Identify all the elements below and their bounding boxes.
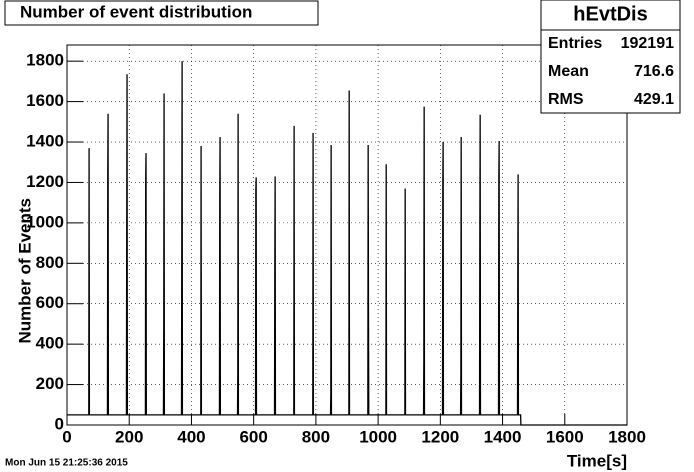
y-tick-label: 600 (36, 293, 64, 312)
stats-value: 429.1 (634, 91, 674, 108)
y-tick-label: 1400 (26, 132, 64, 151)
x-tick-label: 0 (62, 427, 71, 446)
y-tick-label: 1000 (26, 212, 64, 231)
y-tick-label: 200 (36, 374, 64, 393)
x-tick-label: 1600 (546, 427, 584, 446)
y-tick-label: 1600 (26, 91, 64, 110)
x-tick-label: 1400 (484, 427, 522, 446)
plot-frame (66, 44, 628, 426)
x-tick-label: 600 (239, 427, 267, 446)
stats-box (540, 0, 681, 114)
histogram-line (67, 61, 627, 426)
x-tick-label: 800 (302, 427, 330, 446)
x-axis-title: Time[s] (567, 451, 627, 470)
stats-label: RMS (548, 91, 584, 108)
y-tick-label: 1200 (26, 172, 64, 191)
y-tick-label: 400 (36, 334, 64, 353)
y-tick-label: 1800 (26, 51, 64, 70)
x-tick-label: 400 (177, 427, 205, 446)
y-axis-title: Number of Events (15, 198, 34, 343)
x-tick-label: 1200 (421, 427, 459, 446)
y-tick-label: 0 (55, 414, 64, 433)
chart-title: Number of event distribution (20, 2, 252, 21)
footer-date: Mon Jun 15 21:25:36 2015 (5, 458, 128, 469)
title-box (4, 0, 319, 26)
x-tick-label: 1800 (608, 427, 646, 446)
stats-value: 716.6 (634, 63, 674, 80)
x-tick-label: 1000 (359, 427, 397, 446)
x-tick-label: 200 (115, 427, 143, 446)
stats-label: Entries (548, 35, 602, 52)
y-tick-label: 800 (36, 253, 64, 272)
stats-value: 192191 (621, 35, 674, 52)
stats-label: Mean (548, 63, 589, 80)
stats-title: hEvtDis (573, 3, 647, 25)
